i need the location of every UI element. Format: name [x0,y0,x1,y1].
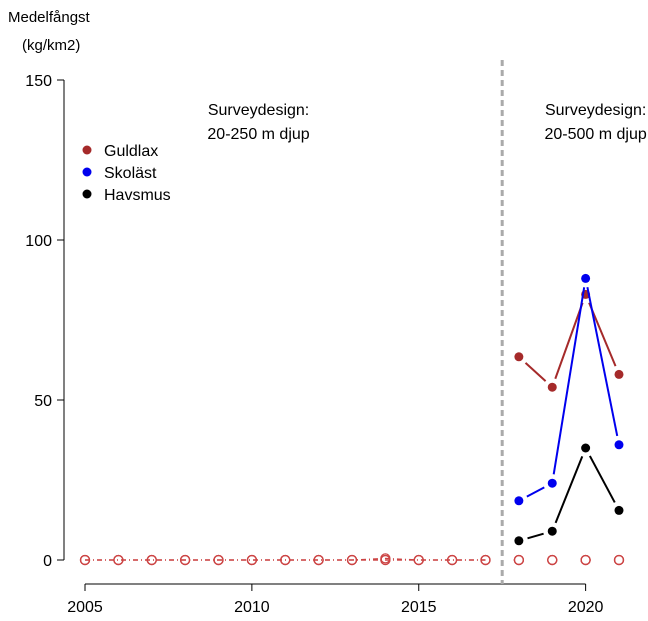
legend-marker-guldlax [82,145,92,155]
x-tick-label: 2020 [568,599,604,616]
annotations: Surveydesign: 20-250 m djup Surveydesign: 2… [207,102,646,143]
series-segment-guldlax [554,302,584,380]
survey-annotation-1-line-1: Surveydesign: [208,102,309,119]
data-point-period1 [480,554,491,566]
survey-annotation-1-line-2: 20-250 m djup [207,126,309,143]
legend-label-skoläst: Skoläst [104,165,157,182]
data-point-havsmus [581,443,591,453]
data-point-zero-marker [580,554,591,566]
y-axis-label-line-2: (kg/km2) [22,37,80,54]
y-axis-label-line-1: Medelfångst [8,9,91,26]
survey-annotation-2-line-1: Surveydesign: [545,102,646,119]
data-point-skoläst [547,478,557,488]
data-point-period1 [313,554,324,566]
series-segment-skoläst [586,287,619,437]
data-point-skoläst [581,273,591,283]
legend-label-havsmus: Havsmus [104,187,171,204]
series-segment-havsmus [588,455,616,503]
series-segment-havsmus [554,455,584,524]
data-point-period1 [113,554,124,566]
x-tick-label: 2015 [401,599,437,616]
data-point-zero-marker [513,554,525,566]
y-tick-label: 50 [34,393,52,410]
data-point-havsmus [547,526,557,536]
data-point-period1 [213,554,224,566]
data-point-havsmus [514,536,524,546]
y-tick-label: 100 [25,233,52,250]
y-tick-label: 0 [43,553,52,570]
legend: Guldlax Skoläst Havsmus [82,143,171,204]
x-tick-label: 2010 [234,599,270,616]
data-point-period1 [179,554,191,566]
data-point-period1 [246,554,258,566]
data-point-period1 [146,554,157,566]
data-point-zero-marker [613,554,625,566]
data-point-period1 [413,554,424,566]
axes: 0 50 100 150 2005 2010 2015 2020 [25,60,604,616]
y-tick-label: 150 [25,73,52,90]
data-point-period1 [346,554,358,566]
data-point-havsmus [614,505,624,515]
data-point-period1 [446,554,458,566]
data-point-guldlax [514,352,524,362]
data-point-zero-marker [547,554,558,566]
data-point-period1 [79,554,91,566]
series-segment-havsmus [527,532,544,540]
data-point-guldlax [614,369,624,379]
legend-marker-havsmus [82,189,92,199]
legend-label-guldlax: Guldlax [104,143,158,160]
data-point-skoläst [514,496,524,506]
series-segment-guldlax [524,362,547,382]
data-point-period1 [380,554,391,566]
data-point-period1 [280,554,291,566]
series-segment-skoläst [552,287,586,475]
plot-area [79,273,625,566]
survey-annotation-2-line-2: 20-500 m djup [544,126,646,143]
series-segment-skoläst [526,486,545,498]
data-point-skoläst [614,440,624,450]
x-tick-label: 2005 [67,599,103,616]
legend-marker-skoläst [82,167,92,177]
data-point-guldlax [547,382,557,392]
